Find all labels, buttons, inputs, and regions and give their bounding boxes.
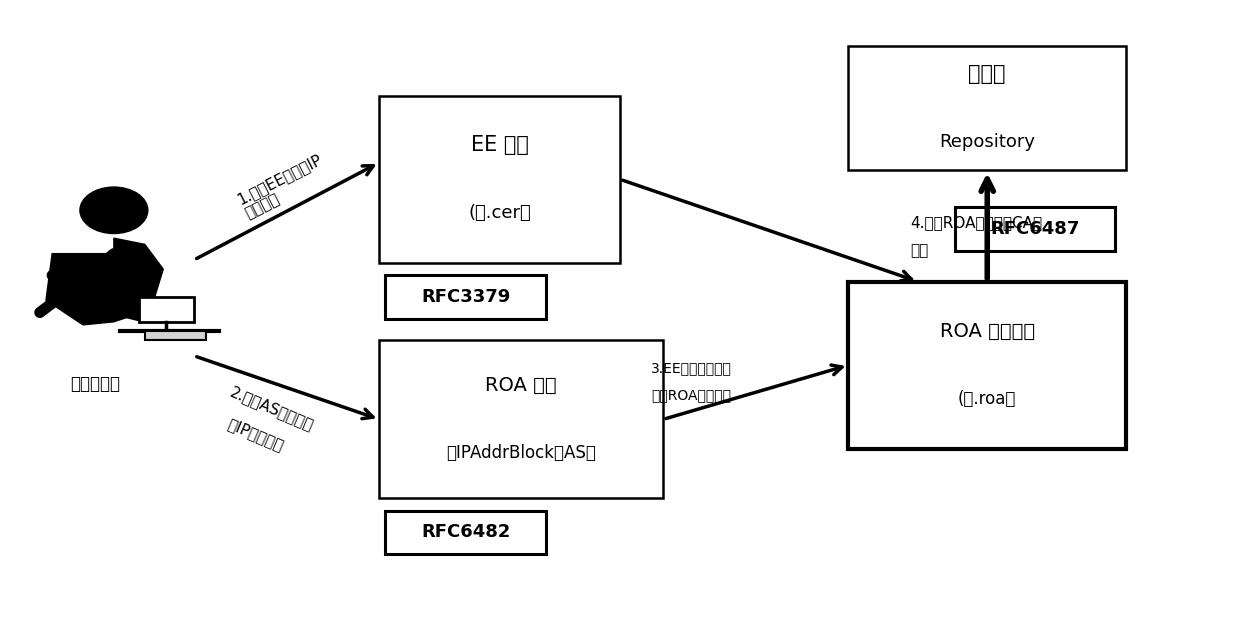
Text: (＊.roa）: (＊.roa） [959, 390, 1017, 408]
Text: 4.上传ROA到对应的CA发: 4.上传ROA到对应的CA发 [910, 215, 1042, 230]
Text: 资源持有者: 资源持有者 [71, 375, 120, 392]
Polygon shape [46, 238, 164, 325]
Text: （IPAddrBlock，AS）: （IPAddrBlock，AS） [446, 444, 596, 462]
FancyBboxPatch shape [955, 208, 1115, 251]
Text: ROA 信息: ROA 信息 [485, 376, 557, 395]
FancyBboxPatch shape [386, 511, 546, 554]
FancyBboxPatch shape [386, 276, 546, 319]
Text: (＊.cer）: (＊.cer） [469, 204, 531, 222]
Text: 布点: 布点 [910, 243, 929, 258]
Ellipse shape [79, 187, 148, 234]
Text: EE 证书: EE 证书 [471, 135, 528, 155]
FancyBboxPatch shape [379, 96, 620, 263]
Text: RFC6487: RFC6487 [990, 220, 1080, 238]
Text: 的IP地址信息: 的IP地址信息 [226, 417, 286, 454]
Text: RFC3379: RFC3379 [422, 288, 511, 306]
Text: 2.提供AS及其授权: 2.提供AS及其授权 [228, 384, 316, 433]
Text: Repository: Repository [939, 133, 1035, 151]
Text: 资料库: 资料库 [968, 64, 1006, 84]
FancyBboxPatch shape [145, 331, 207, 341]
Text: RFC6482: RFC6482 [422, 523, 511, 541]
FancyBboxPatch shape [139, 297, 195, 322]
Text: 3.EE私鑰签名并封: 3.EE私鑰签名并封 [651, 361, 732, 375]
FancyBboxPatch shape [848, 46, 1126, 170]
Text: 1.创建EE证书及IP: 1.创建EE证书及IP [234, 151, 324, 207]
Text: ROA 签名对象: ROA 签名对象 [940, 322, 1035, 341]
FancyBboxPatch shape [848, 281, 1126, 449]
Text: 装成ROA签名对象: 装成ROA签名对象 [651, 389, 732, 402]
FancyBboxPatch shape [379, 341, 663, 498]
Text: 地址信息: 地址信息 [242, 191, 281, 221]
